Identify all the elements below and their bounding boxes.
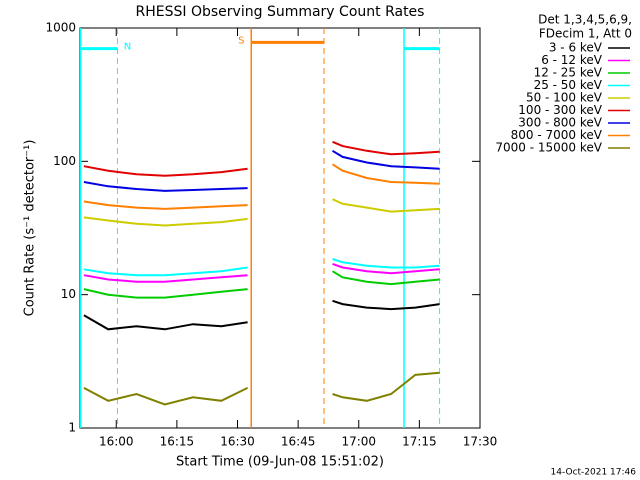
y-tick-label: 100	[53, 154, 76, 168]
x-tick-label: 17:00	[341, 435, 376, 449]
y-tick-label: 1	[68, 421, 76, 435]
series-line	[83, 163, 440, 210]
legend-label: 25 - 50 keV	[534, 78, 603, 92]
x-tick-label: 17:15	[402, 435, 437, 449]
x-tick-label: 17:30	[463, 435, 498, 449]
chart-title: RHESSI Observing Summary Count Rates	[136, 4, 425, 20]
legend-label: 50 - 100 keV	[526, 91, 603, 105]
y-tick-label: 1000	[45, 21, 76, 35]
legend-label: 100 - 300 keV	[518, 103, 602, 117]
series-line	[83, 262, 440, 283]
plot-frame	[79, 27, 481, 429]
legend-header: Det 1,3,4,5,6,9,	[538, 13, 632, 27]
footer: 14-Oct-2021 17:46	[551, 468, 637, 478]
annotation-label: S	[238, 35, 244, 46]
legend-label: 300 - 800 keV	[518, 116, 602, 130]
x-axis-label: Start Time (09-Jun-08 15:51:02)	[176, 455, 384, 470]
legend-label: 6 - 12 keV	[541, 53, 603, 67]
series-line	[83, 198, 440, 227]
legend-header: FDecim 1, Att 0	[539, 27, 632, 41]
x-tick-label: 16:45	[281, 435, 316, 449]
legend-label: 3 - 6 keV	[549, 41, 603, 55]
x-tick-label: 16:30	[220, 435, 255, 449]
x-tick-label: 16:00	[99, 435, 134, 449]
series-line	[83, 140, 440, 177]
series-line	[83, 371, 440, 406]
y-axis-label: Count Rate (s⁻¹ detector⁻¹)	[23, 140, 38, 317]
series-line	[83, 258, 440, 277]
series-line	[83, 299, 440, 331]
legend-label: 800 - 7000 keV	[511, 128, 603, 142]
legend-label: 12 - 25 keV	[534, 66, 603, 80]
x-tick-label: 16:15	[160, 435, 195, 449]
annotation-label: N	[124, 42, 131, 53]
y-tick-label: 10	[61, 287, 76, 301]
series-line	[83, 149, 440, 192]
series-line	[83, 270, 440, 299]
legend-label: 7000 - 15000 keV	[495, 141, 602, 155]
